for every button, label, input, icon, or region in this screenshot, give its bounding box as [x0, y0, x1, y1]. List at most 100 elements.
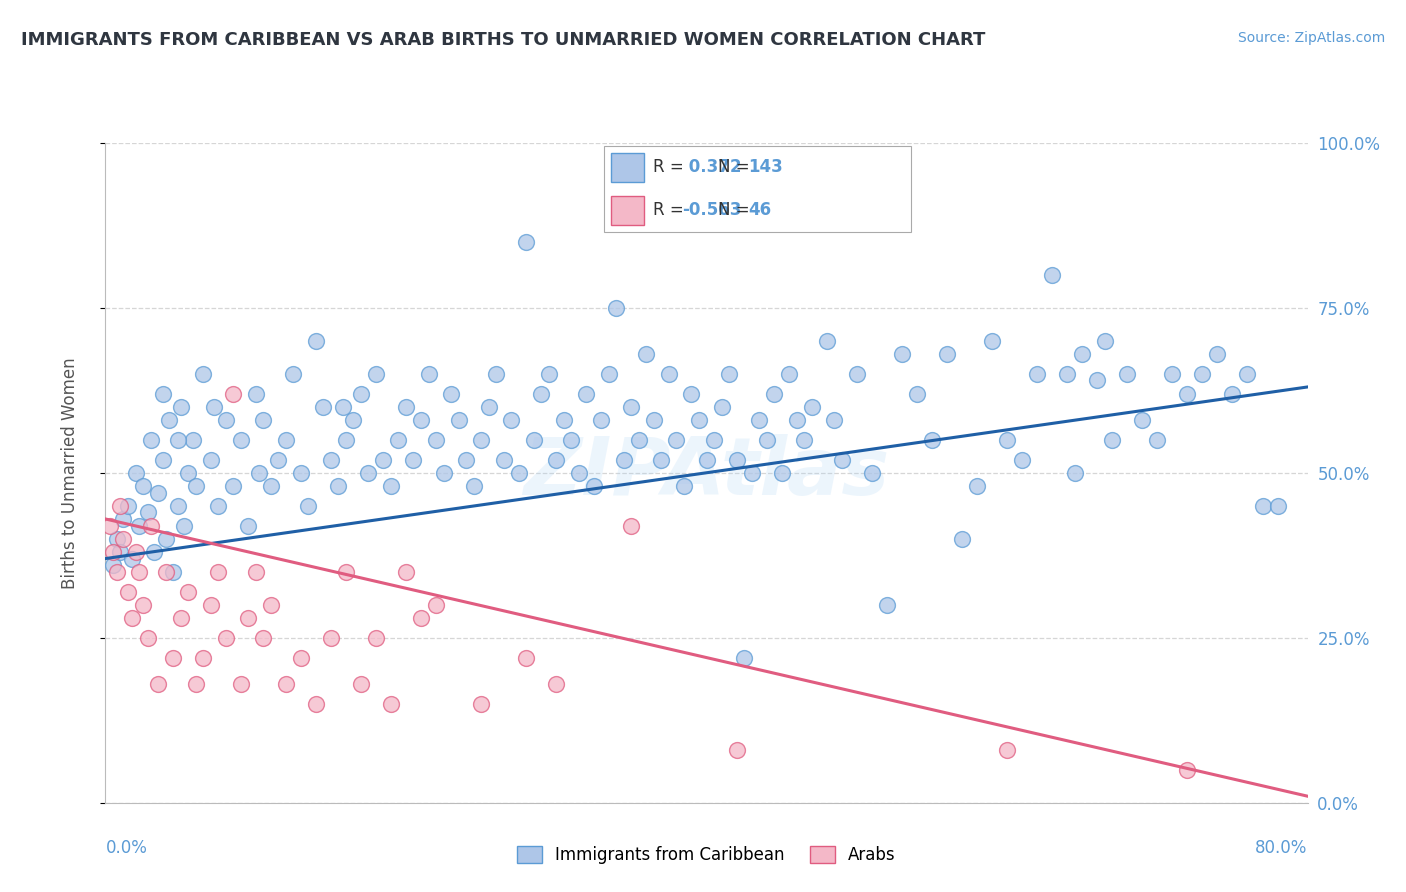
Point — [650, 452, 672, 467]
Point — [200, 598, 222, 612]
Point — [1222, 386, 1244, 401]
Point — [305, 697, 328, 711]
Point — [425, 598, 447, 612]
Point — [515, 650, 537, 665]
Point — [173, 518, 195, 533]
Point — [681, 386, 703, 401]
Point — [380, 479, 402, 493]
Point — [207, 499, 229, 513]
Point — [132, 598, 155, 612]
Point — [229, 677, 252, 691]
Point — [530, 386, 553, 401]
Point — [605, 301, 627, 315]
Point — [402, 452, 425, 467]
Point — [778, 367, 800, 381]
Point — [409, 611, 432, 625]
Point — [364, 367, 387, 381]
Point — [395, 565, 418, 579]
Point — [1011, 452, 1033, 467]
Point — [110, 545, 132, 559]
Point — [1094, 334, 1116, 348]
Point — [297, 499, 319, 513]
Point — [162, 565, 184, 579]
Point — [763, 386, 786, 401]
Text: IMMIGRANTS FROM CARIBBEAN VS ARAB BIRTHS TO UNMARRIED WOMEN CORRELATION CHART: IMMIGRANTS FROM CARIBBEAN VS ARAB BIRTHS… — [21, 31, 986, 49]
Point — [128, 518, 150, 533]
Point — [124, 545, 146, 559]
Point — [184, 677, 207, 691]
Point — [1063, 466, 1085, 480]
Point — [440, 386, 463, 401]
Point — [132, 479, 155, 493]
Point — [290, 466, 312, 480]
Point — [1206, 347, 1229, 361]
Text: 46: 46 — [748, 202, 772, 219]
Point — [117, 584, 139, 599]
Point — [470, 697, 492, 711]
Point — [470, 433, 492, 447]
Point — [553, 413, 575, 427]
Point — [319, 631, 342, 645]
Point — [966, 479, 988, 493]
Point — [741, 466, 763, 480]
Point — [1130, 413, 1153, 427]
Point — [447, 413, 470, 427]
Point — [146, 677, 169, 691]
Point — [350, 677, 373, 691]
Point — [191, 367, 214, 381]
Point — [136, 631, 159, 645]
Point — [546, 677, 568, 691]
Point — [222, 386, 245, 401]
Point — [800, 400, 823, 414]
Point — [247, 466, 270, 480]
Point — [890, 347, 912, 361]
Point — [121, 551, 143, 566]
Point — [1267, 499, 1289, 513]
Point — [658, 367, 681, 381]
Point — [357, 466, 380, 480]
Point — [290, 650, 312, 665]
Text: N =: N = — [717, 202, 755, 219]
Y-axis label: Births to Unmarried Women: Births to Unmarried Women — [60, 357, 79, 589]
Point — [1175, 763, 1198, 777]
Point — [169, 611, 191, 625]
Point — [387, 433, 409, 447]
Point — [274, 433, 297, 447]
Point — [560, 433, 582, 447]
Point — [200, 452, 222, 467]
Point — [1146, 433, 1168, 447]
Point — [523, 433, 546, 447]
Point — [463, 479, 485, 493]
Point — [107, 565, 129, 579]
Point — [921, 433, 943, 447]
Point — [177, 584, 200, 599]
Point — [207, 565, 229, 579]
Point — [1056, 367, 1078, 381]
Point — [139, 518, 162, 533]
Point — [152, 386, 174, 401]
Text: 0.372: 0.372 — [682, 159, 741, 177]
Point — [1191, 367, 1213, 381]
Point — [478, 400, 501, 414]
Point — [136, 505, 159, 519]
Point — [636, 347, 658, 361]
Point — [373, 452, 395, 467]
Point — [155, 565, 177, 579]
Text: ZIPAtlas: ZIPAtlas — [523, 434, 890, 512]
Point — [485, 367, 508, 381]
Point — [350, 386, 373, 401]
Point — [876, 598, 898, 612]
Legend: Immigrants from Caribbean, Arabs: Immigrants from Caribbean, Arabs — [510, 838, 903, 871]
Point — [995, 743, 1018, 757]
Point — [613, 452, 636, 467]
Point — [546, 452, 568, 467]
Point — [101, 545, 124, 559]
Point — [1101, 433, 1123, 447]
Point — [214, 413, 236, 427]
Point — [274, 677, 297, 691]
Point — [229, 433, 252, 447]
Text: N =: N = — [717, 159, 755, 177]
Point — [950, 532, 973, 546]
Point — [981, 334, 1004, 348]
Point — [110, 499, 132, 513]
